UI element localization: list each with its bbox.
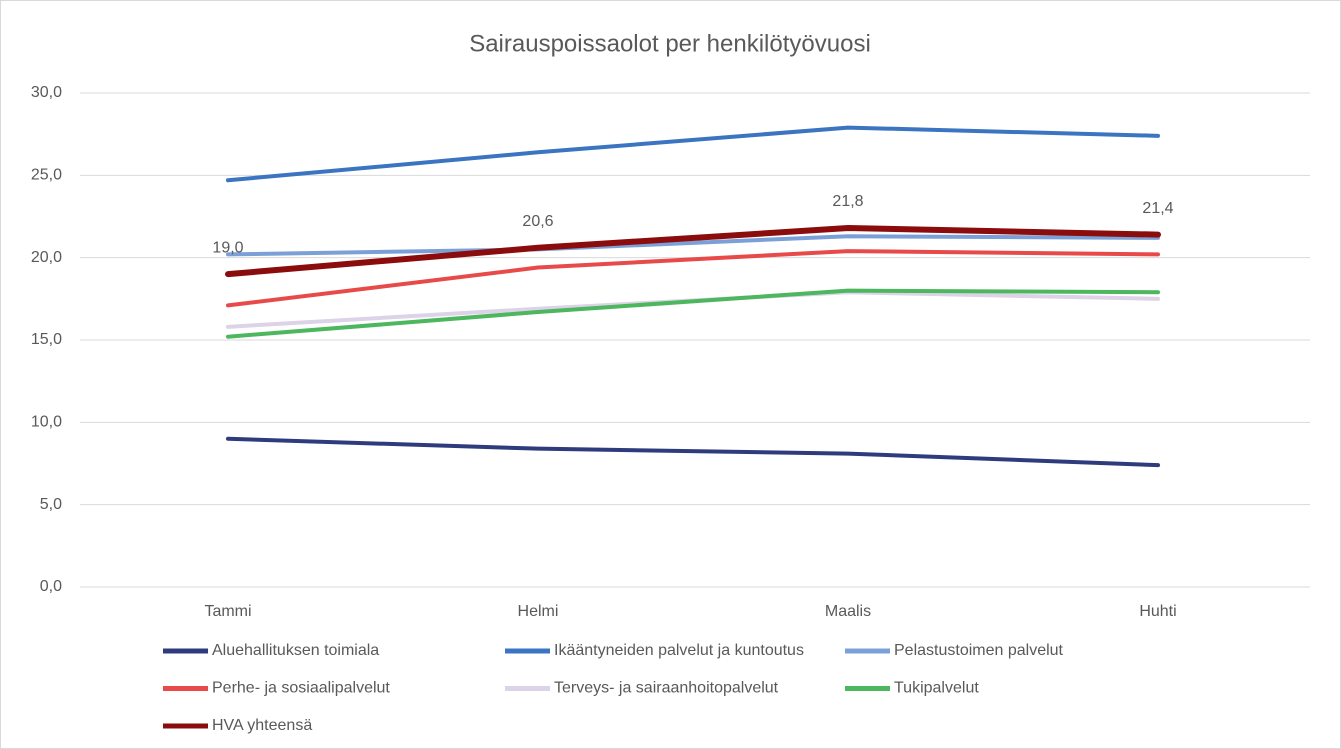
data-label: 21,8: [832, 193, 863, 210]
x-tick-label: Helmi: [518, 603, 559, 620]
y-tick-label: 30,0: [31, 84, 62, 101]
series-line: [226, 436, 1160, 468]
series-line: [226, 249, 1160, 308]
legend-label: Ikääntyneiden palvelut ja kuntoutus: [554, 642, 804, 659]
series-line: [226, 234, 1160, 257]
data-label: 20,6: [522, 213, 553, 230]
y-tick-label: 10,0: [31, 414, 62, 431]
legend-label: Perhe- ja sosiaalipalvelut: [212, 680, 390, 697]
x-tick-label: Tammi: [204, 603, 251, 620]
legend-label: Tukipalvelut: [894, 680, 979, 697]
y-tick-label: 0,0: [40, 578, 62, 595]
y-tick-label: 5,0: [40, 496, 62, 513]
legend-label: Aluehallituksen toimiala: [212, 642, 379, 659]
series-line: [226, 125, 1160, 183]
data-label: 19,0: [212, 239, 243, 256]
y-tick-label: 25,0: [31, 167, 62, 184]
legend-label: Terveys- ja sairaanhoitopalvelut: [554, 680, 779, 697]
legend-label: HVA yhteensä: [212, 717, 312, 734]
y-tick-label: 15,0: [31, 331, 62, 348]
series-line: [226, 288, 1160, 339]
data-label: 21,4: [1142, 200, 1173, 217]
x-tick-label: Maalis: [825, 603, 871, 620]
x-tick-label: Huhti: [1139, 603, 1176, 620]
series-line: [225, 225, 1161, 278]
chart-title: Sairauspoissaolot per henkilötyövuosi: [469, 30, 871, 57]
legend-label: Pelastustoimen palvelut: [894, 642, 1064, 659]
y-tick-label: 20,0: [31, 249, 62, 266]
